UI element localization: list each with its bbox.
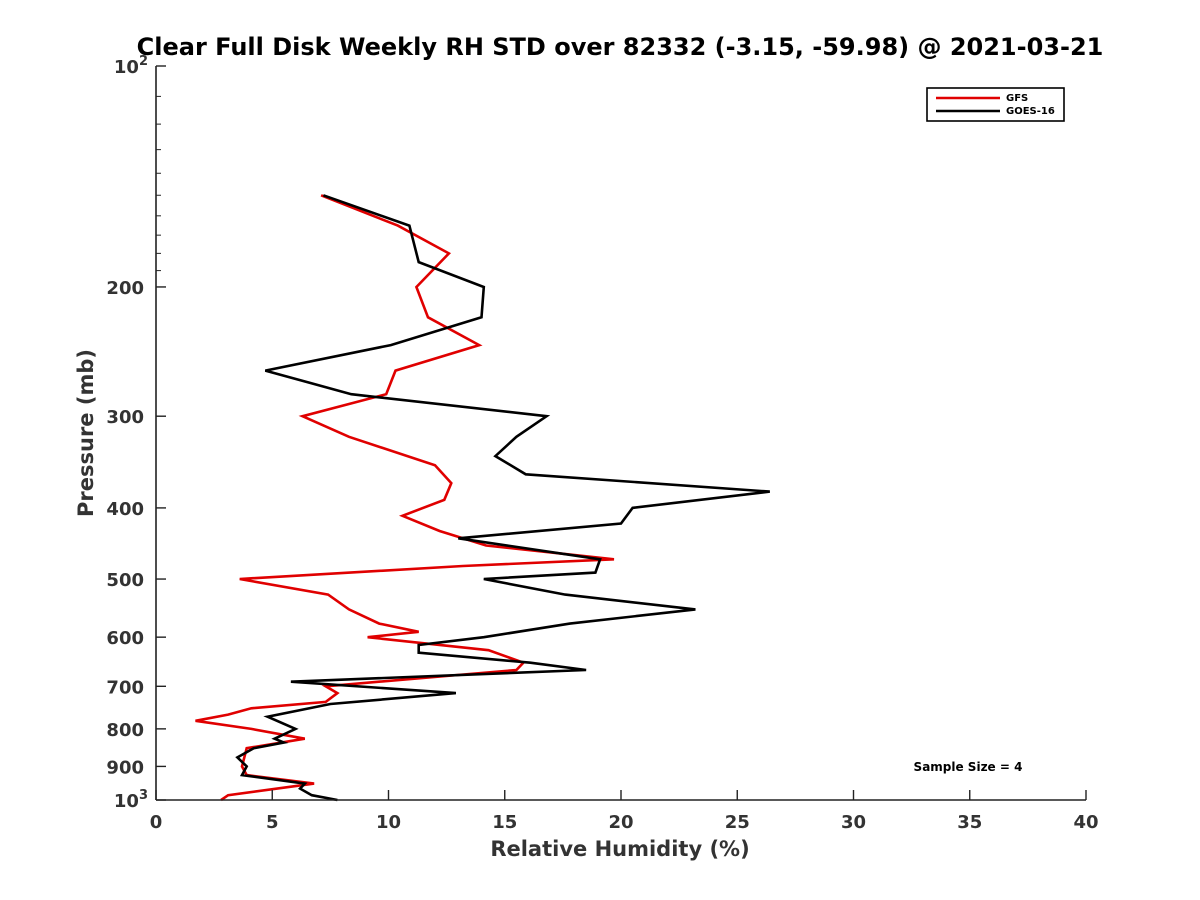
legend-label-gfs: GFS [1006, 93, 1028, 104]
legend: GFS GOES-16 [926, 87, 1065, 122]
x-tick-label: 25 [725, 812, 750, 833]
axes [155, 66, 1086, 801]
x-tick-label: 40 [1073, 812, 1098, 833]
series-line-goes16 [235, 194, 770, 802]
sample-size-annotation: Sample Size = 4 [914, 760, 1023, 774]
legend-label-goes16: GOES-16 [1006, 106, 1055, 117]
y-axis-label: Pressure (mb) [74, 349, 98, 517]
x-tick-label: 20 [608, 812, 633, 833]
y-tick-label: 800 [106, 720, 144, 741]
chart-title: Clear Full Disk Weekly RH STD over 82332… [137, 33, 1104, 61]
y-tick-label: 103 [114, 788, 148, 812]
y-tick-label: 600 [106, 628, 144, 649]
y-tick-label: 200 [106, 278, 144, 299]
series-line-gfs [195, 194, 615, 802]
y-axis-ticks: 102 200 300 400 500 600 700 800 900 103 [106, 54, 166, 812]
y-tick-label: 900 [106, 757, 144, 778]
x-tick-label: 15 [492, 812, 517, 833]
x-axis-ticks: 0 5 10 15 20 25 30 35 40 [150, 790, 1099, 833]
y-tick-label: 102 [114, 54, 148, 78]
legend-box [926, 87, 1065, 122]
y-tick-label: 400 [106, 499, 144, 520]
x-tick-label: 0 [150, 812, 163, 833]
x-tick-label: 10 [376, 812, 401, 833]
x-axis-label: Relative Humidity (%) [490, 837, 749, 861]
y-tick-label: 300 [106, 407, 144, 428]
y-tick-label: 700 [106, 677, 144, 698]
x-tick-label: 35 [957, 812, 982, 833]
plot-area [195, 194, 770, 802]
x-tick-label: 5 [266, 812, 279, 833]
x-tick-label: 30 [841, 812, 866, 833]
y-tick-label: 500 [106, 570, 144, 591]
